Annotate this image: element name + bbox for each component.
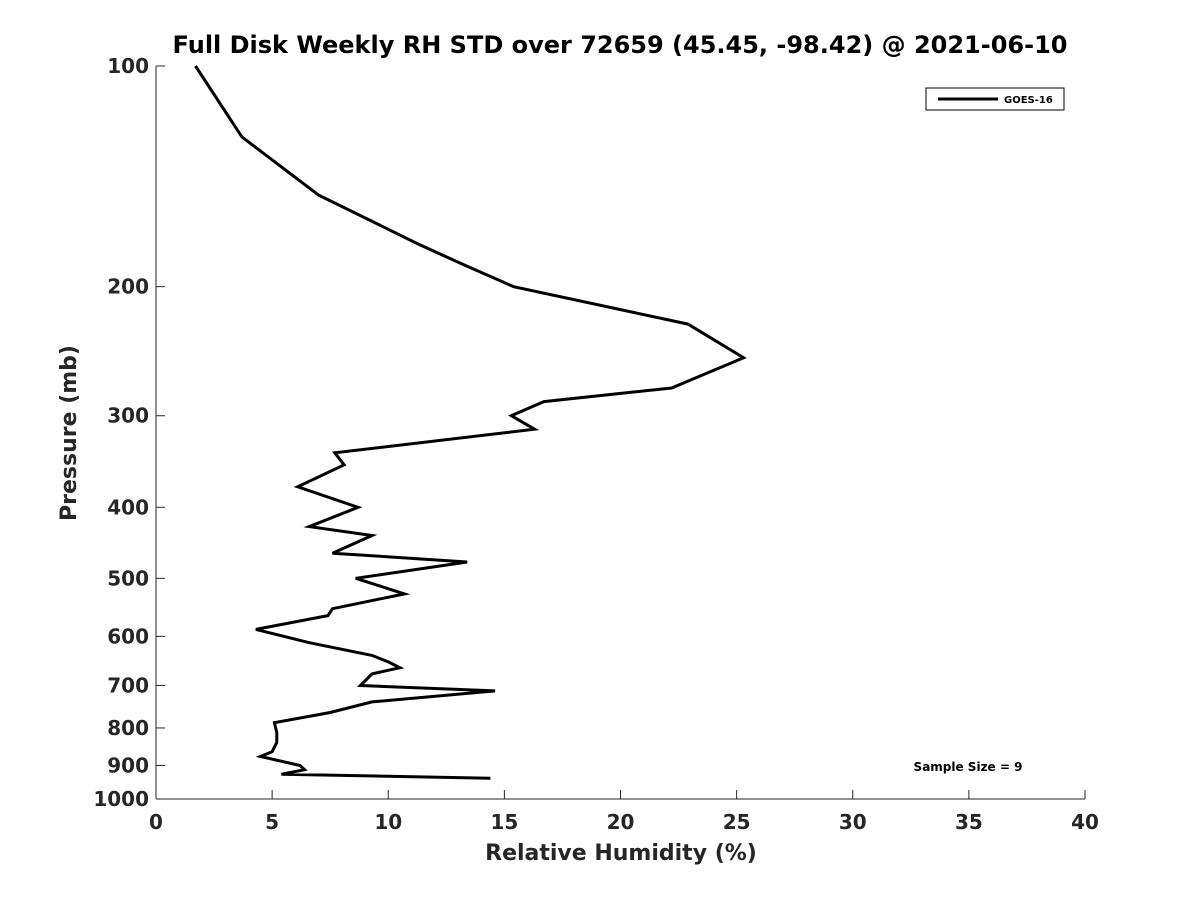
x-tick-label: 20	[607, 810, 635, 834]
y-tick-label: 700	[107, 673, 149, 697]
x-tick-label: 5	[265, 810, 279, 834]
y-tick-label: 800	[107, 716, 149, 740]
axes: 0 5 10 15 20 25 30 35 40 100 200 300 400 500 600 700 800…	[93, 54, 1099, 834]
y-tick-label: 500	[107, 566, 149, 590]
series-layer	[194, 65, 747, 780]
y-tick-label: 100	[107, 54, 149, 78]
x-tick-label: 30	[839, 810, 867, 834]
x-tick-label: 10	[374, 810, 402, 834]
legend-label-goes-16: GOES-16	[1004, 95, 1053, 106]
x-tick-label: 0	[149, 810, 163, 834]
x-tick-label: 25	[723, 810, 751, 834]
x-tick-label: 15	[490, 810, 518, 834]
y-tick-label: 300	[107, 404, 149, 428]
x-tick-label: 40	[1071, 810, 1099, 834]
y-tick-label: 1000	[93, 787, 149, 811]
y-tick-label: 400	[107, 495, 149, 519]
y-tick-label: 200	[107, 275, 149, 299]
sample-size-annotation: Sample Size = 9	[914, 760, 1023, 774]
y-tick-label: 600	[107, 624, 149, 648]
x-axis-label: Relative Humidity (%)	[485, 841, 757, 866]
y-axis-label: Pressure (mb)	[57, 345, 82, 521]
y-tick-label: 900	[107, 753, 149, 777]
chart-title: Full Disk Weekly RH STD over 72659 (45.4…	[173, 31, 1068, 59]
legend: GOES-16	[925, 87, 1065, 111]
series-line-goes-16	[194, 65, 747, 780]
x-tick-label: 35	[955, 810, 983, 834]
